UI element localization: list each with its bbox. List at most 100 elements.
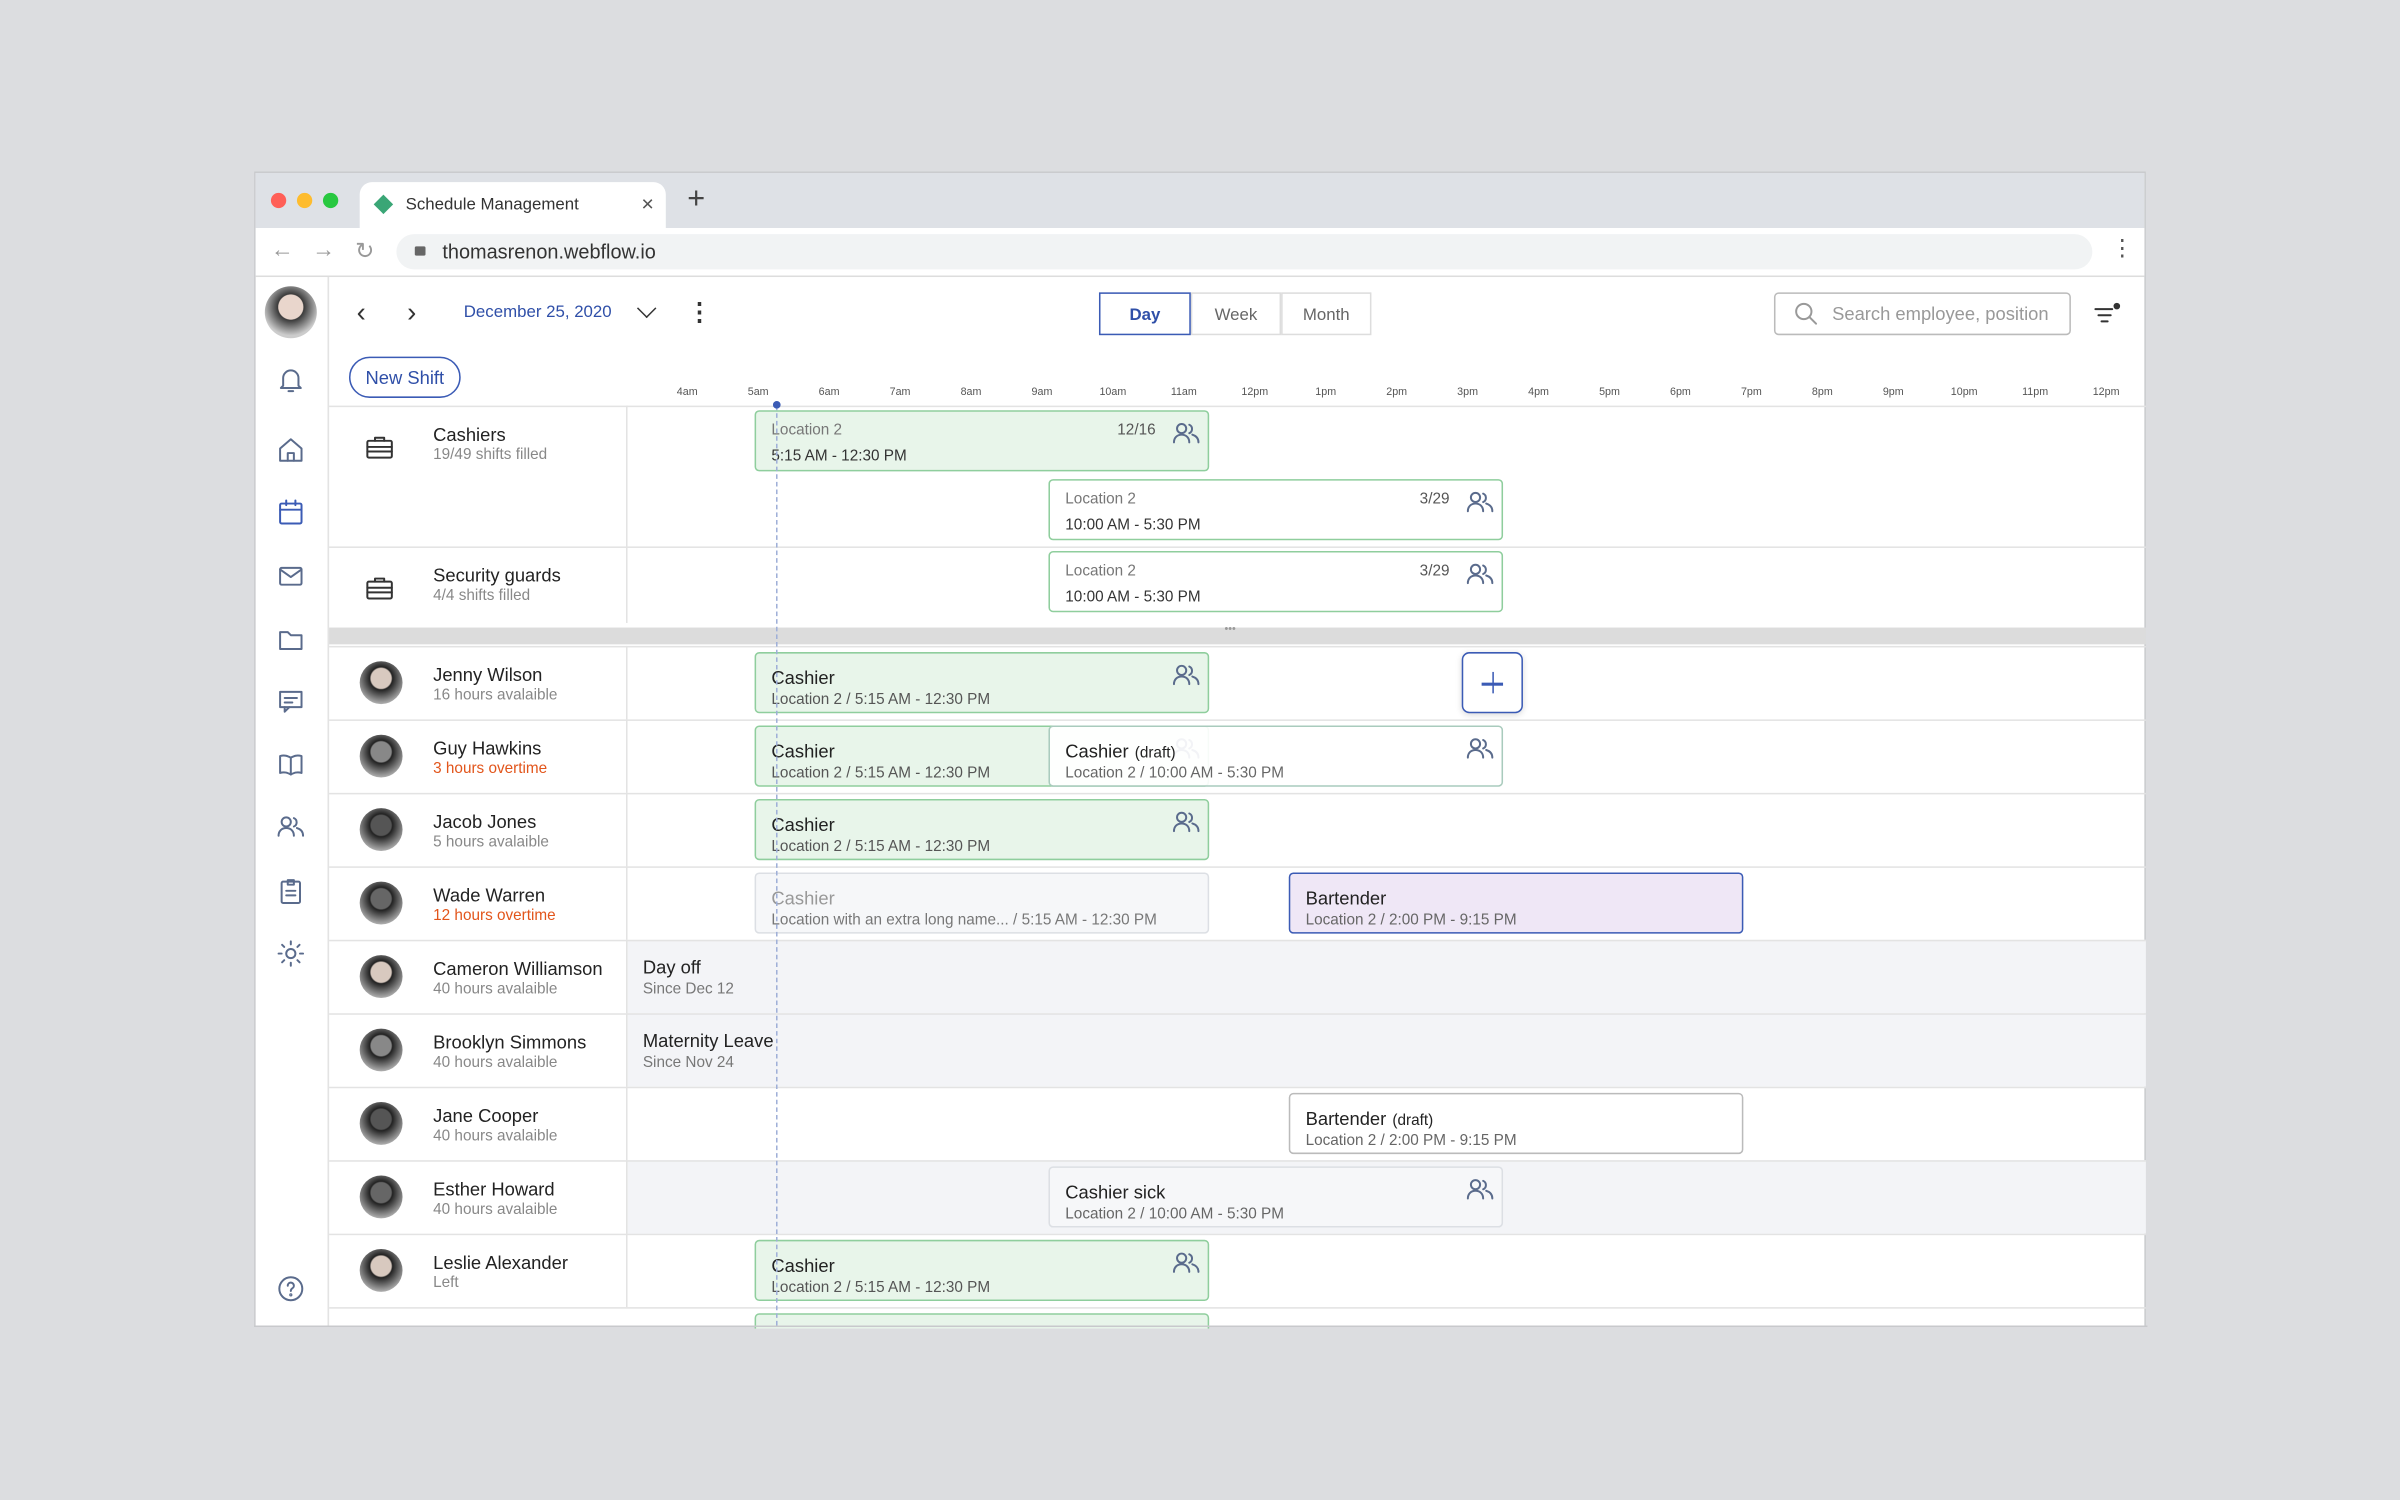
shift-detail: Location 2 / 10:00 AM - 5:30 PM (1065, 1206, 1284, 1223)
plus-v (1491, 671, 1494, 694)
employee-status: 5 hours avalaible (433, 834, 549, 852)
favicon (373, 194, 394, 215)
shift[interactable]: Bartender Location 2 / 2:00 PM - 9:15 PM (1288, 872, 1744, 934)
shift-detail: Location 2 / 2:00 PM - 9:15 PM (1305, 1132, 1517, 1150)
view-label: Day (1129, 306, 1161, 325)
hour-label: 5pm (1599, 387, 1620, 398)
shift-tag: (draft) (1392, 1112, 1434, 1130)
shift-tag: (draft) (1134, 745, 1176, 763)
group-icon (1172, 811, 1200, 833)
max-dot[interactable] (322, 192, 339, 209)
employee-name: Cameron Williamson (433, 958, 603, 980)
hour-label: 9am (1031, 387, 1053, 398)
shift-location: Location 2 (771, 422, 843, 440)
hour-label: 6am (818, 387, 840, 398)
chat-icon (279, 690, 303, 713)
url-field[interactable]: thomasrenon.webflow.io (396, 234, 2093, 270)
group-icon (1172, 1252, 1200, 1273)
search[interactable]: Search employee, position (1773, 292, 2071, 336)
calendar-icon (279, 499, 303, 525)
shift-detail: Location 2 / 10:00 AM - 5:30 PM (1065, 765, 1284, 783)
row (329, 866, 2146, 939)
prev[interactable]: ‹ (356, 296, 366, 328)
shift-location: Location 2 (1065, 563, 1136, 581)
next[interactable]: › (407, 296, 417, 328)
employee-status: 40 hours avalaible (433, 1128, 558, 1145)
position-status: 19/49 shifts filled (433, 446, 548, 464)
close-dot[interactable] (270, 192, 287, 209)
drag-handle[interactable]: ••• (1224, 624, 1236, 636)
row (329, 1307, 2146, 1338)
shift[interactable]: Cashier Location 2 / 5:15 AM - 12:30 PM (754, 1239, 1210, 1302)
now-line (776, 405, 778, 1326)
row-label-divider (626, 792, 628, 867)
forward[interactable]: → (312, 237, 336, 264)
new-shift-label: New Shift (365, 367, 445, 389)
shift[interactable]: Cashier Location 2 / 5:15 AM - 12:30 PM (754, 652, 1210, 714)
hour-label: 3pm (1457, 387, 1479, 398)
employee-avatar (359, 734, 403, 778)
employee-avatar (359, 1248, 403, 1292)
shift[interactable]: Cashier Location with an extra long name.… (754, 872, 1210, 934)
hour-label: 7am (889, 387, 911, 398)
position-status: 4/4 shifts filled (433, 587, 531, 605)
shift[interactable]: Cashier sick Location 2 / 10:00 AM - 5:30… (1048, 1166, 1504, 1228)
back[interactable]: ← (270, 237, 294, 264)
group-icon (1172, 664, 1200, 686)
reload[interactable]: ↻ (355, 238, 375, 265)
hour-label: 2pm (1386, 387, 1408, 398)
employee-status: 40 hours avalaible (433, 1054, 558, 1072)
hour-label: 10am (1099, 387, 1127, 398)
employee-avatar (359, 1175, 403, 1219)
row-label-divider (626, 866, 628, 940)
open-shift[interactable]: Location 2 10:00 AM - 5:30 PM 3/29 (1048, 551, 1504, 613)
shift-title: Cashier sick (1065, 1181, 1166, 1204)
book-icon (279, 754, 303, 776)
hour-label: 6pm (1670, 387, 1691, 398)
row-shade (627, 1013, 2146, 1087)
view-label: Week (1214, 306, 1258, 325)
briefcase-icon (366, 436, 393, 459)
hour-label: 11pm (2022, 387, 2049, 398)
min-dot[interactable] (296, 192, 313, 209)
employee-status: 3 hours overtime (433, 760, 548, 778)
shift[interactable]: Bartender (draft) Location 2 / 2:00 PM - 9… (1288, 1092, 1744, 1155)
shift-title: Cashier (771, 667, 835, 689)
folder-icon (279, 631, 303, 650)
shift-title: Cashier (771, 887, 835, 910)
add-shift-button[interactable] (1461, 652, 1523, 714)
shift[interactable]: Cashier (draft) Location 2 / 10:00 AM - 5:… (1048, 725, 1504, 787)
shift-title: Cashier (draft) (1065, 740, 1176, 763)
shift-time: 5:15 AM - 12:30 PM (771, 448, 907, 466)
avatar[interactable] (264, 286, 317, 339)
row (329, 1013, 2146, 1086)
open-shift[interactable]: Location 2 5:15 AM - 12:30 PM 12/16 (754, 410, 1210, 472)
view-button[interactable]: Day (1098, 292, 1191, 336)
filter-icon (2094, 302, 2121, 323)
shift[interactable]: Cashier Location 2 / 5:15 AM - 12:30 PM (754, 798, 1210, 861)
absence-title: Maternity Leave (642, 1030, 774, 1052)
more[interactable]: ⋮ (687, 299, 712, 327)
new-shift[interactable]: New Shift (348, 356, 461, 398)
employee-name: Jenny Wilson (433, 664, 543, 686)
employee-status: 40 hours avalaible (433, 1201, 558, 1219)
view-button[interactable]: Month (1281, 292, 1372, 336)
search-placeholder: Search employee, position (1832, 303, 2049, 325)
employee-status: 12 hours overtime (433, 907, 556, 925)
hour-label: 11am (1170, 387, 1197, 398)
position-name: Cashiers (433, 423, 506, 446)
employee-name: Leslie Alexander (433, 1252, 568, 1274)
view-button[interactable]: Week (1190, 292, 1282, 336)
row (329, 939, 2146, 1013)
menu[interactable]: ⋮ (2110, 235, 2134, 262)
new-tab[interactable]: + (687, 182, 706, 216)
mask-bottom (0, 1328, 2400, 1500)
mail-icon (279, 566, 303, 586)
shift-filled: 3/29 (1419, 563, 1450, 581)
tab[interactable]: Schedule Management × (359, 182, 666, 229)
home-icon (279, 438, 303, 462)
tab-close[interactable]: × (641, 191, 654, 216)
date[interactable]: December 25, 2020 (463, 303, 612, 322)
open-shift[interactable]: Location 2 10:00 AM - 5:30 PM 3/29 (1048, 479, 1504, 541)
